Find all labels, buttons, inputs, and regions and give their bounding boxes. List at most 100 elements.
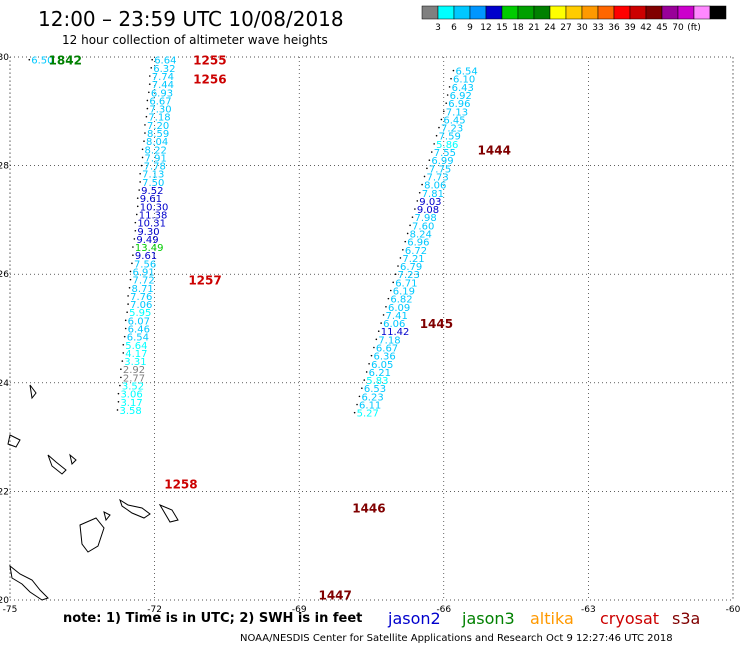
colorbar-swatch	[709, 5, 727, 20]
track-point	[394, 273, 397, 276]
colorbar-label: 36	[608, 23, 620, 33]
colorbar-label: 70	[672, 23, 684, 33]
map-frame	[9, 56, 734, 601]
swh-label: 7.23	[398, 270, 420, 281]
track-point	[126, 311, 128, 314]
y-tick-label: 22	[0, 487, 9, 497]
swh-label: 9.61	[135, 251, 157, 262]
track-point	[375, 338, 378, 341]
coastline-bahamas-1	[7, 434, 21, 448]
track-point	[150, 67, 153, 69]
colorbar-label: 24	[544, 23, 556, 33]
track-point	[423, 175, 426, 178]
swh-label: 6.23	[361, 392, 383, 403]
x-tick-label: -63	[581, 605, 596, 615]
axis-layer: -75 -72 -69 -66 -63 -60 20 22 24 26 28 30	[0, 53, 740, 615]
track-point	[119, 384, 121, 387]
colorbar-label: 12	[480, 23, 491, 33]
track-point	[136, 197, 139, 199]
y-tick-label: 24	[0, 379, 9, 389]
track-point	[144, 124, 146, 126]
coastline-layer	[7, 384, 179, 601]
swh-label: 5.95	[129, 308, 151, 319]
swh-label: 6.09	[388, 303, 410, 314]
track-point	[389, 289, 392, 292]
colorbar-label: 33	[592, 23, 603, 33]
track-point	[141, 156, 144, 159]
swh-label: 3.06	[120, 390, 142, 401]
track-point	[146, 107, 149, 110]
colorbar-label: 42	[640, 23, 651, 33]
swh-label: 4.17	[125, 349, 147, 360]
colorbar-label: 45	[656, 23, 667, 33]
swh-label: 6.99	[431, 156, 453, 167]
track-point	[430, 151, 433, 153]
colorbar-label: 39	[624, 23, 636, 33]
track-point	[373, 346, 375, 349]
swh-label: 6.05	[371, 360, 393, 371]
track-point	[450, 77, 452, 80]
swh-label: 6.71	[395, 278, 417, 289]
swh-label: 6.06	[383, 319, 405, 330]
track-point	[138, 189, 140, 191]
track-point	[139, 172, 141, 175]
track-point	[122, 343, 125, 346]
swh-label: 8.22	[145, 145, 167, 156]
swh-label: 9.52	[141, 186, 163, 197]
swh-label: 7.41	[386, 311, 408, 322]
grid-layer	[9, 56, 734, 601]
y-tick-label: 20	[0, 596, 9, 606]
track-point	[382, 314, 385, 316]
legend-jason3: jason3	[462, 609, 515, 628]
track-point	[385, 305, 387, 308]
track-point	[128, 286, 131, 289]
track-point	[121, 360, 124, 362]
track-point	[426, 167, 428, 170]
track-point	[136, 205, 139, 208]
track-point	[145, 115, 148, 118]
swh-label: 6.43	[452, 83, 474, 94]
track-point	[414, 208, 416, 210]
time-label: 1445	[420, 317, 453, 331]
swh-label: 6.96	[448, 99, 470, 110]
swh-label: 8.06	[424, 181, 446, 192]
swh-label: 6.91	[133, 267, 155, 278]
track-point	[448, 86, 451, 88]
track-point	[120, 376, 122, 379]
coastline-inagua	[69, 453, 77, 465]
swh-label: 2.92	[123, 365, 145, 376]
swh-label: 6.64	[154, 56, 176, 67]
swh-label: 5.27	[357, 409, 379, 420]
swh-label: 11.38	[139, 210, 168, 221]
track-point	[361, 387, 363, 390]
time-label: 1842	[49, 54, 82, 68]
track-point	[421, 183, 423, 186]
x-tick-label: -72	[147, 605, 162, 615]
swh-label: 6.93	[151, 88, 173, 99]
colorbar-label: (ft)	[687, 23, 701, 33]
track-point	[140, 164, 143, 167]
colorbar-label: 15	[496, 23, 507, 33]
swh-label: 7.59	[439, 132, 461, 143]
swh-label: 7.75	[429, 164, 451, 175]
track-point	[144, 132, 146, 134]
swh-label: 6.96	[407, 238, 429, 249]
swh-label: 8.04	[146, 137, 168, 148]
track-point	[353, 411, 356, 414]
swh-label: 7.78	[144, 162, 166, 173]
swh-label: 6.21	[369, 368, 391, 379]
colorbar: 3 6 9 12 15 18 21 24 27 30 33 36 39 42 45 70 (ft)	[421, 5, 727, 33]
page-title: 12:00 – 23:59 UTC 10/08/2018	[38, 7, 344, 31]
time-label: 1444	[478, 143, 511, 157]
swh-label: 3.52	[122, 382, 144, 393]
y-tick-label: 26	[0, 270, 9, 280]
swh-label: 6.19	[393, 286, 415, 297]
track-point	[148, 83, 151, 85]
legend-cryosat: cryosat	[600, 609, 660, 628]
swh-label: 6.50	[31, 56, 53, 67]
swh-label: 5.64	[125, 341, 147, 352]
track-point	[148, 91, 150, 94]
colorbar-label: 6	[451, 23, 457, 33]
swh-label: 11.42	[381, 327, 410, 338]
